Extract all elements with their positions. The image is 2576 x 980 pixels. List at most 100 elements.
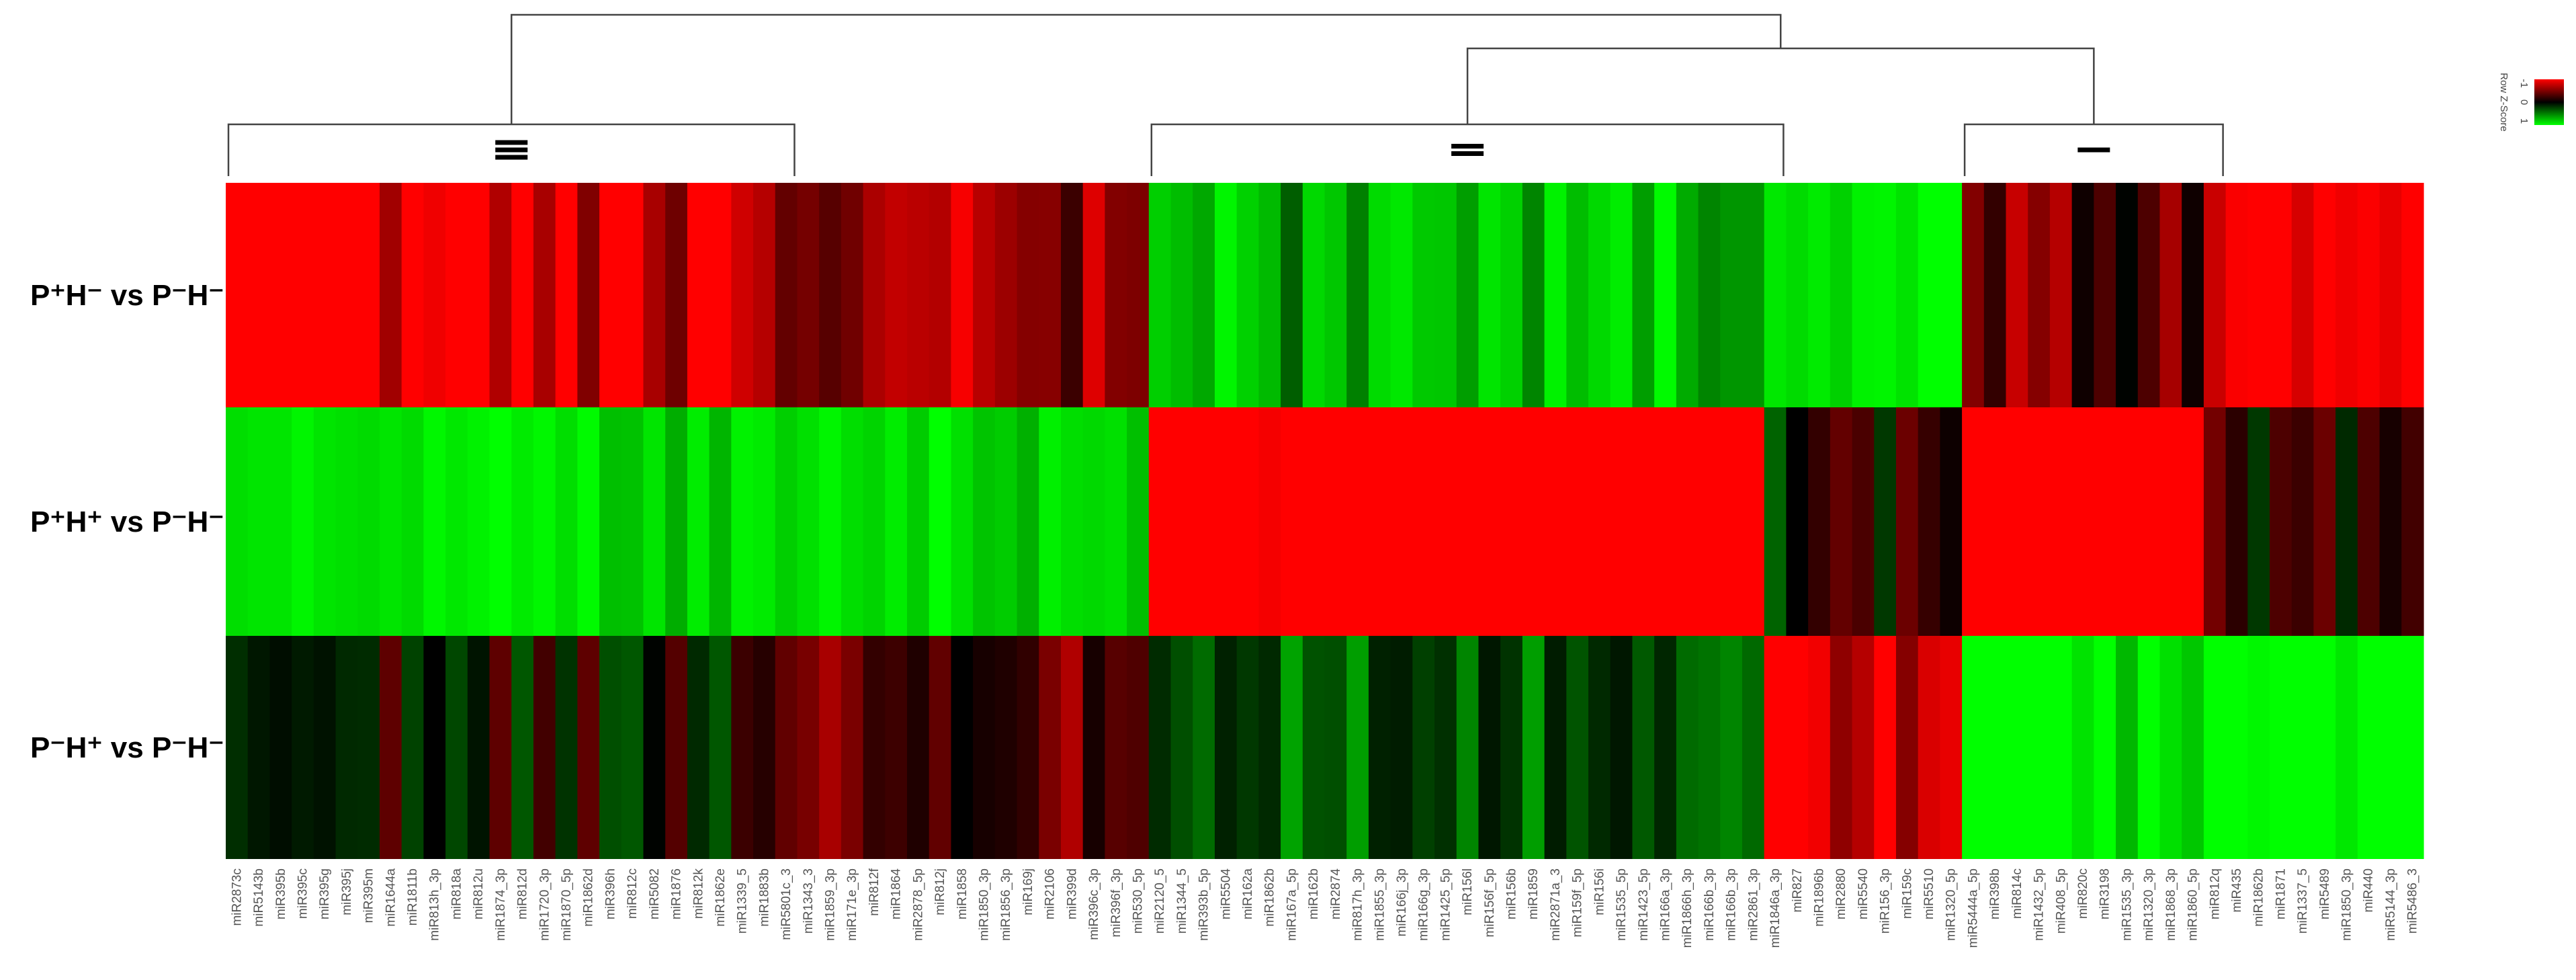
heatmap-cell <box>247 407 271 636</box>
heatmap-cell <box>2313 183 2336 407</box>
heatmap-cell <box>1588 183 1611 407</box>
heatmap-cell <box>951 636 974 859</box>
heatmap-cell <box>599 636 622 859</box>
heatmap-cell <box>379 407 402 636</box>
heatmap-cell <box>313 407 337 636</box>
heatmap-cell <box>1082 636 1105 859</box>
heatmap-cell <box>1983 407 2007 636</box>
heatmap-cell <box>1500 636 1523 859</box>
column-label: miR159f_5p <box>1571 868 1585 937</box>
column-label: miR1864 <box>890 868 904 920</box>
heatmap-cell <box>1082 183 1105 407</box>
heatmap-cell <box>841 183 864 407</box>
heatmap-cell <box>1258 183 1281 407</box>
column-label: miR1866h_3p <box>1680 868 1694 948</box>
column-label: miR167a_5p <box>1285 868 1299 941</box>
column-label: miR1855_3p <box>1373 868 1387 941</box>
heatmap-cell <box>1148 183 1172 407</box>
heatmap-cell <box>1390 183 1413 407</box>
cluster-bracket <box>1150 123 1785 176</box>
heatmap-cell <box>1039 636 1062 859</box>
heatmap-cell <box>1082 407 1105 636</box>
column-label: miR2871a_3 <box>1549 868 1563 941</box>
column-label: miR395b <box>274 868 288 920</box>
heatmap-cell <box>379 636 402 859</box>
heatmap-cell <box>1874 183 1897 407</box>
heatmap-cell <box>1456 183 1479 407</box>
heatmap-cell <box>951 407 974 636</box>
heatmap-cell <box>1610 636 1633 859</box>
heatmap-cell <box>1281 407 1303 636</box>
column-label: miR1535_3p <box>2120 868 2134 941</box>
column-label: miR166b_3p <box>1703 868 1717 941</box>
heatmap-cell <box>1500 407 1523 636</box>
column-label: miR159c <box>1900 868 1914 919</box>
heatmap-cell <box>1258 407 1281 636</box>
column-label: miR166g_3p <box>1417 868 1431 941</box>
heatmap-cell <box>1610 407 1633 636</box>
heatmap-cell <box>2270 636 2292 859</box>
column-label: miR1871 <box>2274 868 2288 920</box>
heatmap-cell <box>2270 183 2292 407</box>
heatmap-cell <box>511 636 534 859</box>
heatmap-cell <box>731 636 754 859</box>
heatmap-cell <box>2247 407 2270 636</box>
heatmap-cell <box>797 407 820 636</box>
heatmap-cell <box>1456 407 1479 636</box>
heatmap-cell <box>2028 183 2051 407</box>
heatmap-cell <box>2247 636 2270 859</box>
heatmap-cell <box>1654 636 1677 859</box>
column-label: miR1320_5p <box>1944 868 1959 941</box>
heatmap-cell <box>1127 407 1150 636</box>
heatmap-cell <box>907 636 930 859</box>
heatmap-cell <box>1127 183 1150 407</box>
heatmap-cell <box>665 407 688 636</box>
heatmap-cell <box>2203 636 2227 859</box>
heatmap-cell <box>1566 183 1589 407</box>
heatmap-cell <box>1478 183 1501 407</box>
heatmap-cell <box>643 407 666 636</box>
column-label: miR5510 <box>1922 868 1936 920</box>
heatmap-cell <box>489 183 512 407</box>
column-label: miR2106 <box>1043 868 1058 920</box>
heatmap-cell <box>577 183 600 407</box>
heatmap-cell <box>1281 636 1303 859</box>
column-label: miR396f_3p <box>1109 868 1123 937</box>
column-label: miR396h <box>603 868 617 920</box>
heatmap-cell <box>247 183 271 407</box>
heatmap-cell <box>709 407 732 636</box>
heatmap-cell <box>2379 636 2402 859</box>
column-label: miR156f_5p <box>1483 868 1497 937</box>
heatmap-cell <box>247 636 271 859</box>
heatmap-cell <box>1346 407 1369 636</box>
heatmap-cell <box>2028 407 2051 636</box>
heatmap-cell <box>1962 407 1985 636</box>
heatmap-cell <box>1302 183 1326 407</box>
heatmap-cell <box>1302 407 1326 636</box>
heatmap-cell <box>1060 636 1084 859</box>
heatmap-cell <box>643 636 666 859</box>
heatmap-cell <box>401 183 424 407</box>
heatmap-cell <box>863 407 886 636</box>
heatmap-cell <box>1764 183 1787 407</box>
heatmap-cell <box>2137 183 2161 407</box>
heatmap-cell <box>2006 636 2028 859</box>
heatmap-cell <box>1478 636 1501 859</box>
heatmap-cell <box>423 183 446 407</box>
heatmap-cell <box>1918 636 1940 859</box>
heatmap-cell <box>1236 636 1259 859</box>
heatmap-cell <box>1500 183 1523 407</box>
column-label: miR156i <box>1592 868 1606 915</box>
column-label: miR1856_3p <box>999 868 1013 941</box>
column-label: miR1644a <box>384 868 398 927</box>
heatmap-cell <box>709 183 732 407</box>
heatmap-cell <box>1522 636 1545 859</box>
heatmap-cell <box>445 407 468 636</box>
column-label: miR5504 <box>1219 868 1233 920</box>
column-dendrogram <box>510 13 2095 124</box>
heatmap-cell <box>665 636 688 859</box>
heatmap-cell <box>555 183 578 407</box>
column-label: miR398b <box>1988 868 2002 920</box>
heatmap-cell <box>709 636 732 859</box>
heatmap-cell <box>1324 636 1347 859</box>
